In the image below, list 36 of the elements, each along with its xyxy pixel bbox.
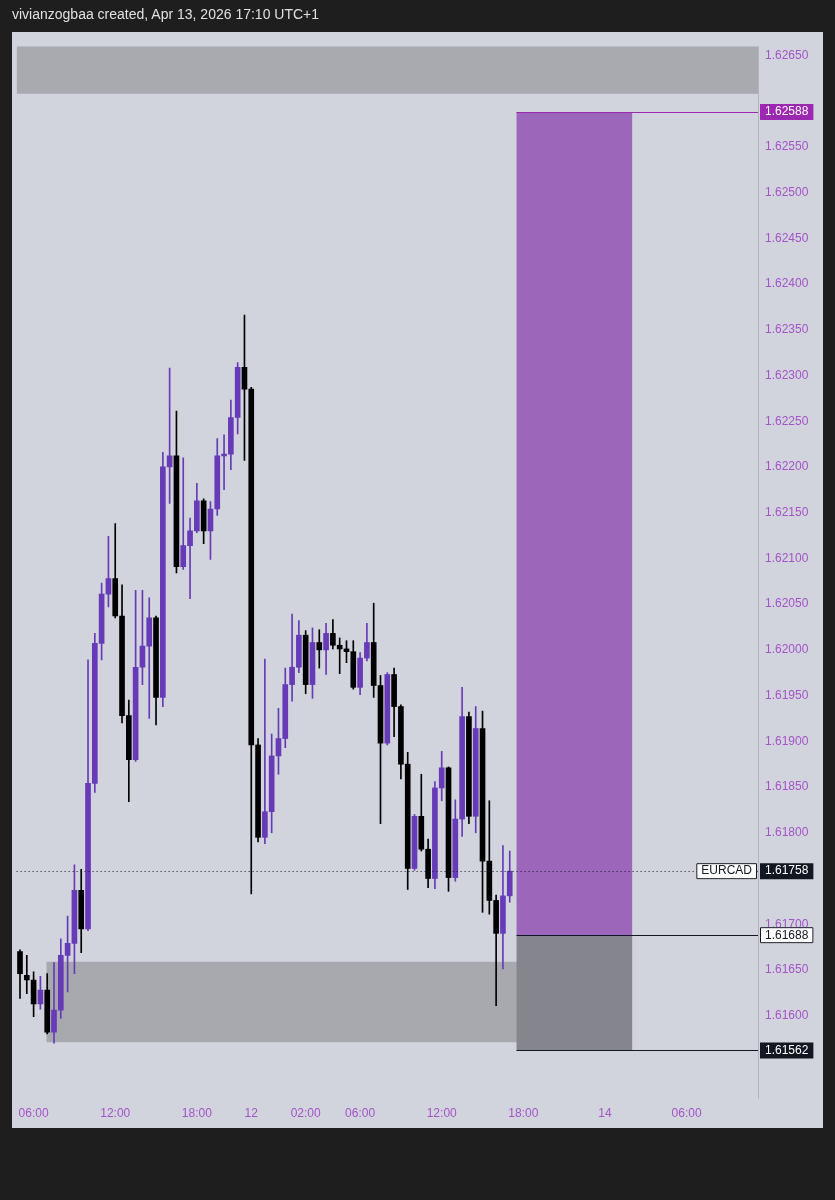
x-tick-label: 06:00 (345, 1105, 376, 1120)
candlestick (316, 629, 323, 669)
x-tick-label: 12 (244, 1105, 259, 1120)
y-tick-label: 1.61850 (765, 779, 809, 794)
candlestick (23, 954, 30, 995)
x-tick-label: 12:00 (100, 1105, 131, 1120)
x-tick-label: 12:00 (426, 1105, 458, 1120)
y-tick-label: 1.61600 (765, 1008, 809, 1022)
y-tick-label: 1.62300 (765, 367, 809, 382)
x-tick-label: 14 (598, 1105, 612, 1120)
y-tick-label: 1.62050 (765, 596, 809, 611)
y-tick-label: 1.62550 (765, 139, 809, 154)
x-tick-label: 06:00 (671, 1105, 702, 1120)
y-tick-label: 1.62200 (765, 459, 809, 474)
x-tick-label: 02:00 (290, 1105, 322, 1120)
x-tick-label: 06:00 (18, 1105, 49, 1120)
y-tick-label: 1.62100 (765, 550, 809, 565)
y-tick-label: 1.62250 (765, 413, 809, 428)
y-tick-label: 1.62000 (765, 642, 809, 657)
x-tick-label: 18:00 (181, 1105, 213, 1120)
ref-line-label: 1.62588 (765, 104, 809, 119)
chart-title: vivianzogbaa created, Apr 13, 2026 17:10 UTC+1 (12, 6, 320, 22)
y-tick-label: 1.62450 (765, 230, 809, 245)
y-tick-label: 1.62650 (765, 47, 809, 62)
ref-line-label: 1.61562 (765, 1042, 809, 1057)
y-tick-label: 1.61650 (765, 962, 809, 977)
y-tick-label: 1.61950 (765, 687, 809, 702)
ref-line-label: 1.61758 (765, 863, 809, 878)
y-tick-label: 1.62150 (765, 504, 809, 519)
annotation: EURCAD (701, 863, 753, 878)
y-tick-label: 1.62350 (765, 322, 809, 337)
y-tick-label: 1.61800 (765, 825, 809, 840)
y-tick-label: 1.61900 (765, 733, 809, 748)
y-tick-label: 1.62500 (765, 184, 809, 199)
y-tick-label: 1.62400 (765, 276, 809, 291)
x-tick-label: 18:00 (508, 1105, 539, 1120)
